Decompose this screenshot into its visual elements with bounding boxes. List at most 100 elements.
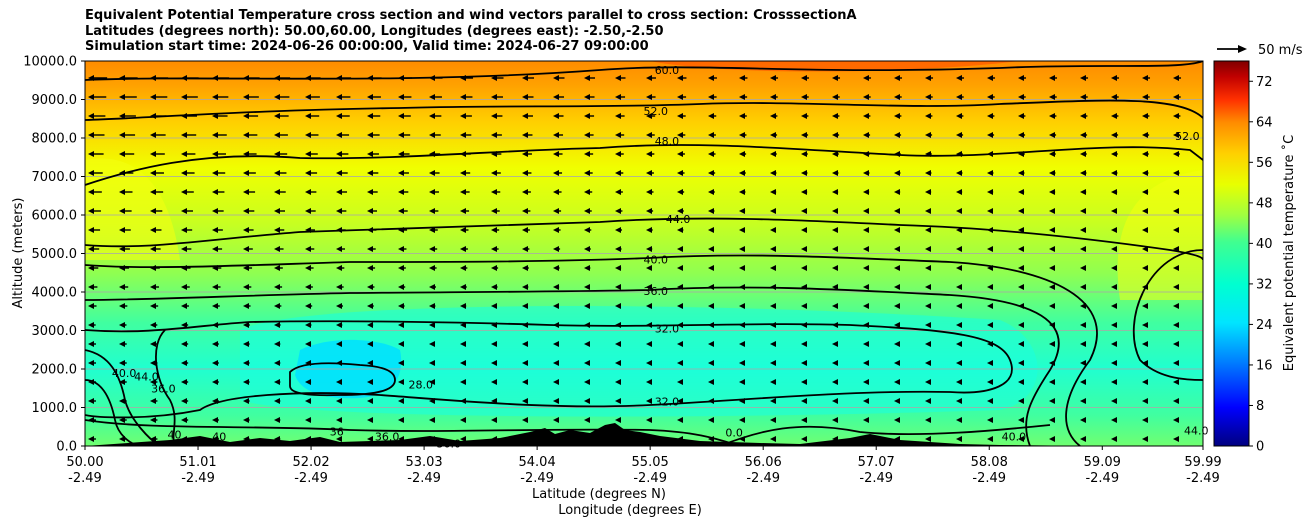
contour-label: 32.0	[655, 323, 680, 336]
wind-arrow	[460, 322, 466, 328]
wind-arrow	[615, 189, 623, 195]
wind-arrow	[367, 265, 376, 271]
wind-arrow	[429, 113, 442, 119]
wind-arrow	[88, 189, 102, 195]
wind-arrow	[491, 75, 504, 81]
wind-arrow	[925, 322, 931, 328]
wind-arrow	[150, 208, 163, 214]
wind-arrow	[212, 322, 219, 328]
contour-label: 36.0	[436, 438, 461, 451]
wind-arrow	[181, 379, 189, 385]
wind-arrow	[956, 151, 963, 157]
wind-arrow	[956, 322, 962, 328]
wind-arrow	[584, 170, 593, 176]
wind-arrow	[770, 113, 778, 119]
wind-arrow	[1142, 379, 1148, 385]
wind-arrow	[708, 284, 714, 290]
wind-arrow	[336, 379, 342, 385]
wind-arrow	[491, 132, 502, 138]
wind-arrow	[1173, 75, 1182, 81]
wind-arrow	[460, 303, 467, 309]
wind-arrow	[801, 341, 807, 347]
wind-arrow	[336, 227, 346, 233]
wind-arrow	[1018, 94, 1026, 100]
wind-arrow	[987, 132, 995, 138]
wind-arrow	[150, 132, 166, 138]
wind-arrow	[646, 398, 652, 404]
wind-arrow	[491, 303, 498, 309]
wind-arrow	[739, 189, 746, 195]
wind-arrow	[832, 227, 838, 233]
wind-arrow	[770, 436, 776, 442]
contour-52	[85, 99, 1203, 121]
wind-arrow	[894, 322, 900, 328]
wind-arrow	[1049, 227, 1055, 233]
wind-arrow	[460, 417, 466, 423]
wind-arrow	[119, 227, 131, 233]
wind-arrow	[770, 75, 779, 81]
wind-arrow	[987, 436, 993, 442]
wind-arrow	[863, 75, 872, 81]
wind-arrow	[894, 170, 901, 176]
wind-arrow	[88, 227, 101, 233]
x-tick-label-lon: -2.49	[1085, 471, 1119, 486]
wind-arrow	[1080, 360, 1086, 366]
wind-arrow	[770, 303, 776, 309]
wind-arrow	[212, 227, 223, 233]
wind-arrow	[305, 398, 312, 404]
wind-arrow	[553, 398, 559, 404]
wind-arrow	[429, 360, 435, 366]
y-tick-label: 1000.0	[32, 401, 78, 416]
wind-arrow	[150, 170, 164, 176]
wind-arrow	[1173, 360, 1179, 366]
wind-arrow	[708, 341, 714, 347]
wind-arrow	[863, 284, 869, 290]
wind-arrow	[150, 94, 168, 100]
wind-arrow	[212, 75, 230, 81]
wind-arrow	[119, 341, 127, 347]
contour-label: 40	[212, 430, 226, 443]
contour-60	[85, 61, 1203, 81]
wind-arrow	[863, 113, 871, 119]
wind-arrow	[1049, 113, 1057, 119]
wind-arrow	[491, 417, 497, 423]
wind-arrow	[615, 284, 621, 290]
wind-arrow	[1049, 151, 1056, 157]
wind-arrow	[336, 94, 351, 100]
wind-arrow	[956, 360, 962, 366]
wind-arrow	[987, 189, 994, 195]
wind-arrow	[1080, 398, 1086, 404]
wind-arrow	[150, 113, 167, 119]
wind-arrow	[429, 170, 440, 176]
wind-arrow	[1111, 379, 1117, 385]
wind-arrow	[522, 246, 530, 252]
wind-arrow	[243, 265, 253, 271]
wind-arrow	[181, 151, 196, 157]
wind-arrow	[1204, 417, 1210, 423]
wind-arrow	[1111, 151, 1118, 157]
contour-label: 52.0	[1175, 130, 1200, 143]
wind-arrow	[987, 227, 993, 233]
wind-arrow	[1173, 132, 1181, 138]
wind-arrow	[832, 75, 841, 81]
wind-arrow	[429, 284, 436, 290]
wind-arrow	[1111, 94, 1119, 100]
wind-arrow	[150, 398, 158, 404]
wind-arrow	[1080, 189, 1087, 195]
wind-arrow	[1204, 113, 1211, 119]
wind-arrow	[398, 113, 411, 119]
x-axis-label: Latitude (degrees N)	[532, 487, 666, 502]
wind-arrow	[987, 208, 993, 214]
wind-arrow	[646, 303, 652, 309]
colorbar-tick-label: 24	[1256, 318, 1273, 333]
wind-arrow	[398, 379, 404, 385]
wind-arrow	[274, 94, 290, 100]
wind-arrow	[119, 151, 135, 157]
wind-arrow	[863, 227, 869, 233]
wind-arrow	[894, 398, 900, 404]
wind-arrow	[894, 265, 900, 271]
wind-arrow	[119, 132, 136, 138]
wind-arrow	[925, 189, 932, 195]
wind-arrow	[212, 208, 224, 214]
wind-arrow	[1204, 227, 1210, 233]
